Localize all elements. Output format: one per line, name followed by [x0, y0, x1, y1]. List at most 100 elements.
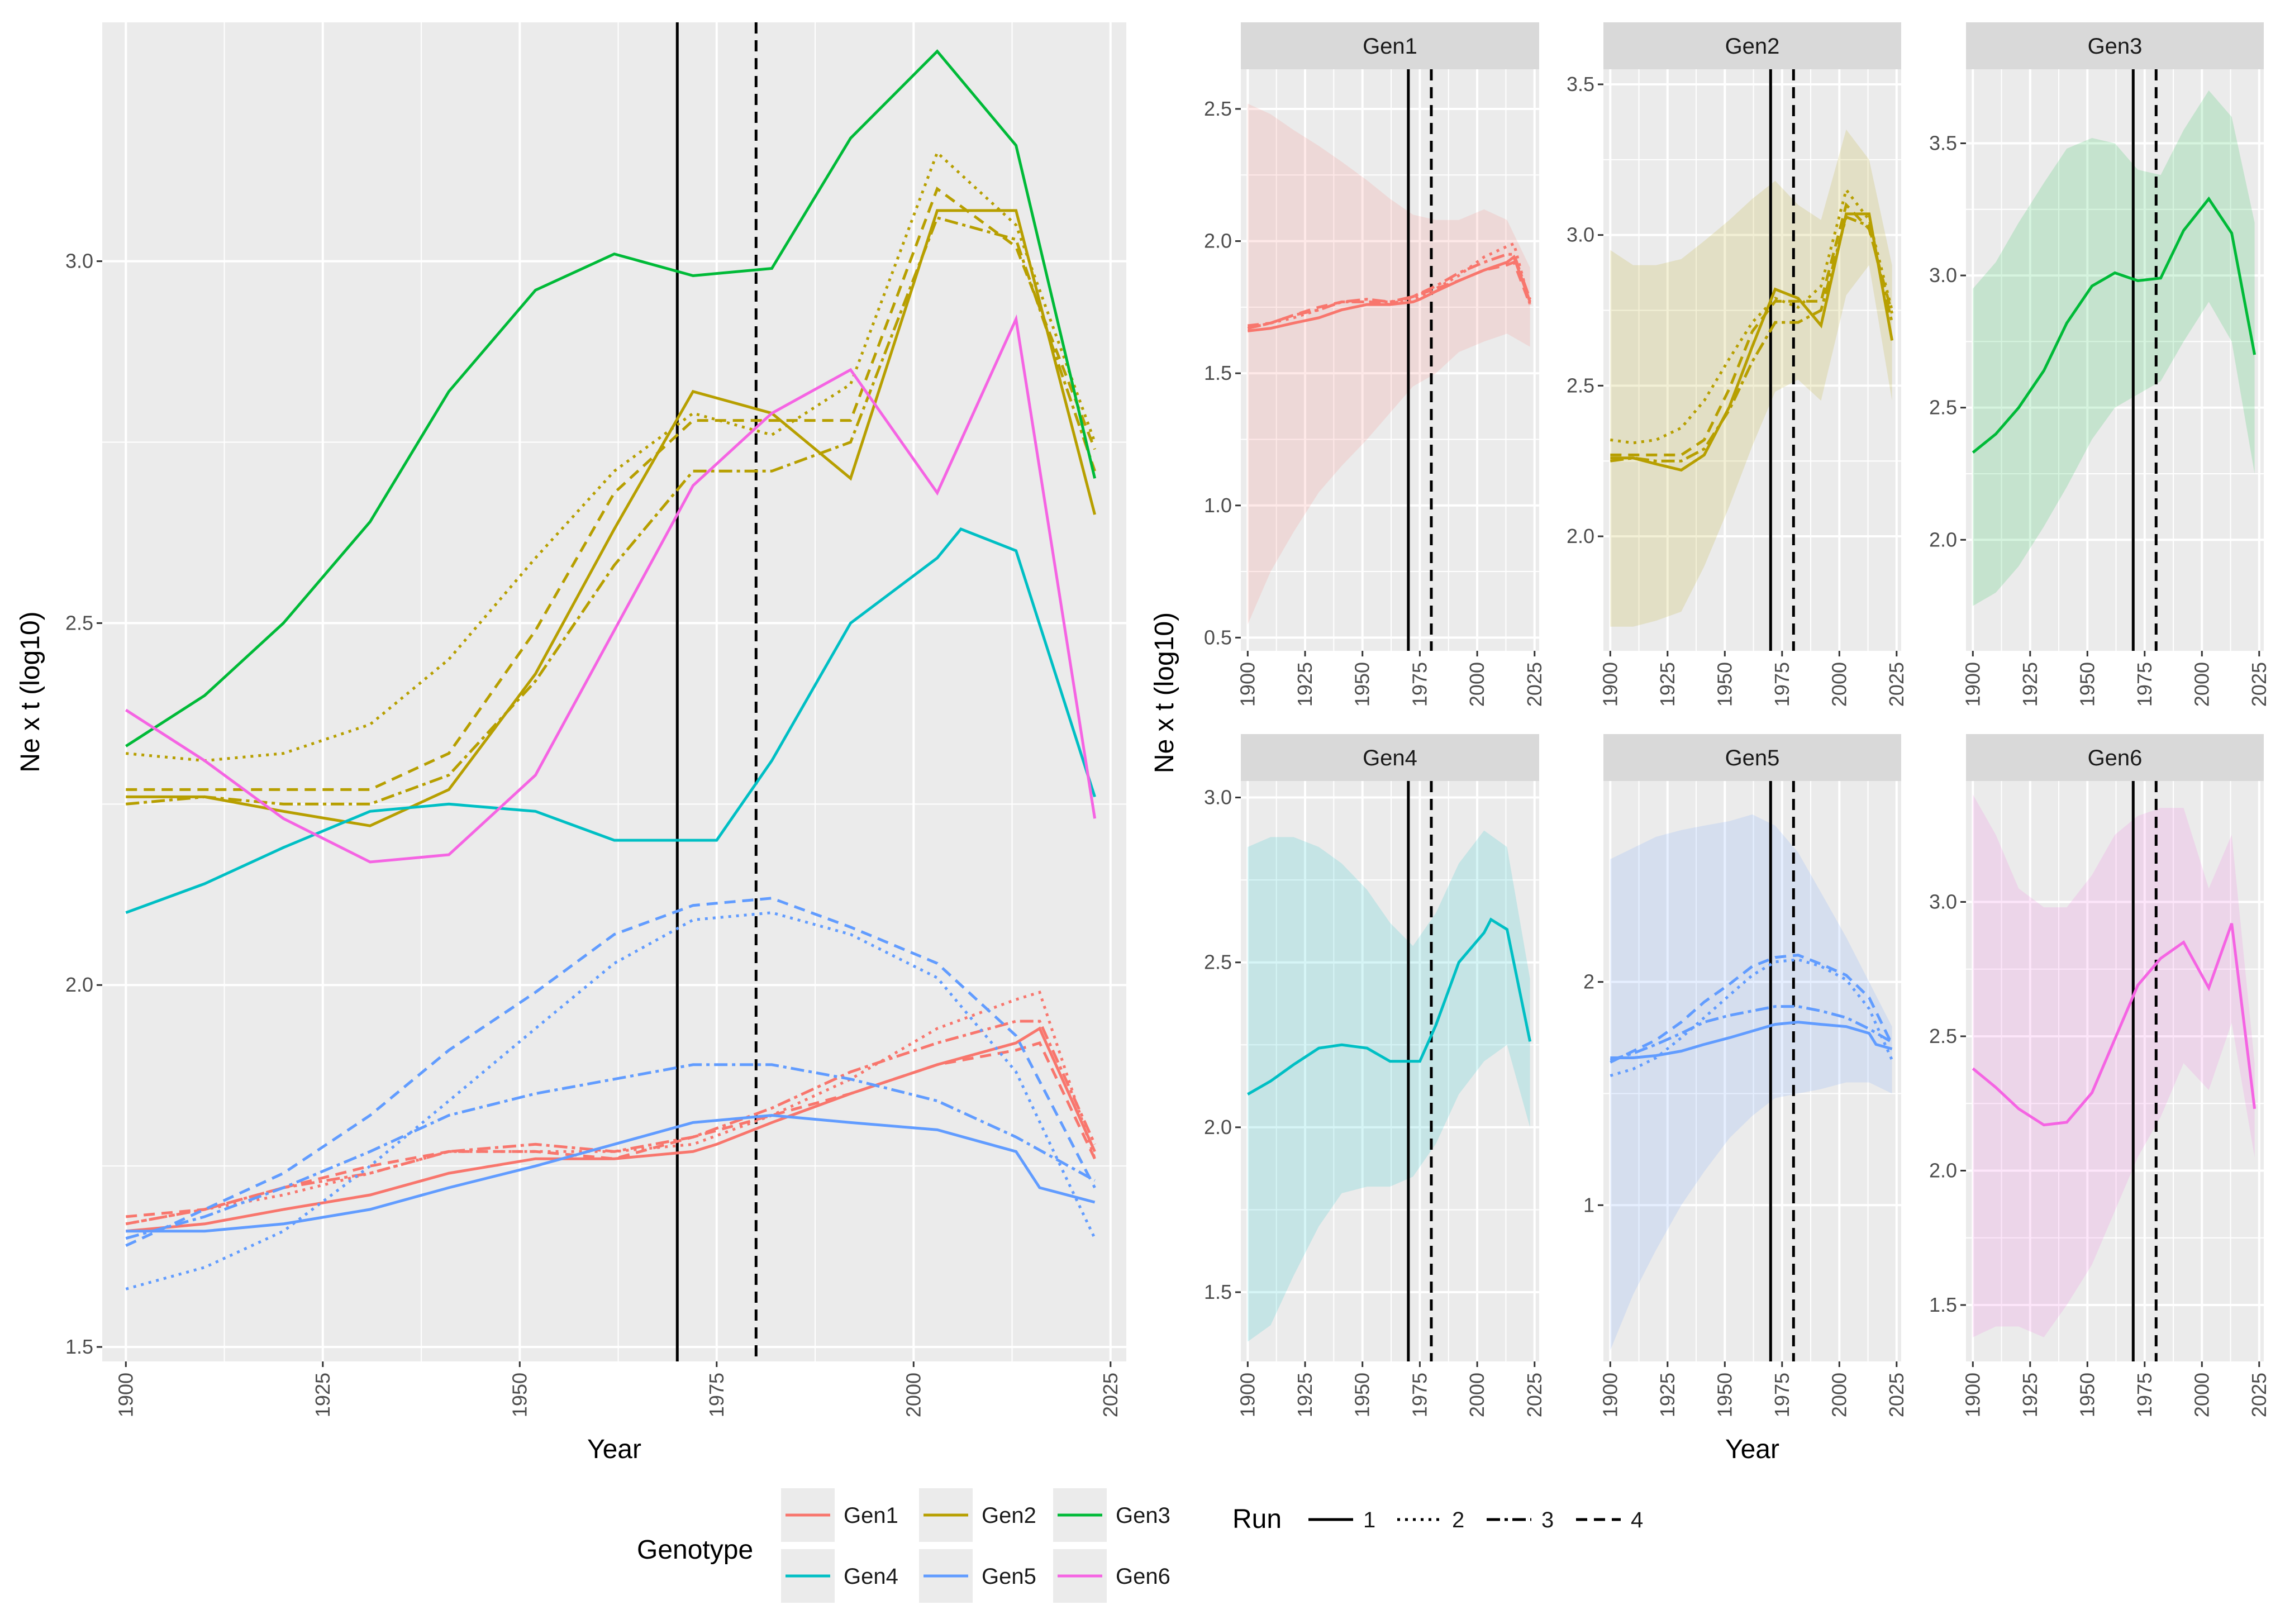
y-tick-label: 3.0: [1929, 890, 1957, 913]
legend-run-label-3: 3: [1541, 1508, 1554, 1532]
y-tick-label: 2.5: [65, 611, 93, 634]
facet-strip: [1241, 22, 1539, 69]
x-tick-label: 2025: [2248, 662, 2270, 707]
series-line-gen1-run2: [125, 990, 1096, 1226]
series-line-gen6-run1: [125, 314, 1097, 864]
facet-strip: [1603, 734, 1901, 781]
x-tick-label: 1900: [1598, 662, 1621, 707]
x-tick-label: 1925: [2019, 662, 2041, 707]
y-tick-label: 1.5: [1929, 1293, 1957, 1316]
y-tick-label: 2.0: [1929, 1159, 1957, 1182]
panel-background: [1603, 781, 1901, 1361]
y-tick-label: 1.0: [1204, 494, 1232, 517]
x-tick-label: 1975: [2133, 1373, 2156, 1417]
x-tick-label: 2000: [1465, 662, 1488, 707]
y-tick-label: 2.0: [1204, 1116, 1232, 1139]
x-tick-label: 2000: [902, 1373, 925, 1417]
confidence-ribbon: [1973, 90, 2255, 606]
y-tick-label: 1: [1583, 1193, 1594, 1216]
x-tick-label: 1950: [2075, 1373, 2098, 1417]
y-tick-label: 1.5: [1204, 361, 1232, 384]
series-line-gen3-run1: [1972, 196, 2257, 454]
x-tick-label: 2000: [1827, 1373, 1850, 1417]
x-tick-label: 1925: [1293, 1373, 1316, 1417]
confidence-ribbon: [1248, 830, 1530, 1342]
panel-main: 1900 1925 1950 1975 2000 2025 1.5 2.0 2.5 3.0: [65, 22, 1126, 1417]
facet-y-axis-title: Ne x t (log10): [1150, 612, 1179, 773]
panel-background: [1966, 69, 2264, 651]
x-tick-label: 1975: [1408, 1373, 1431, 1417]
y-tick-label: 3.5: [1567, 73, 1594, 96]
y-tick-label: 2.0: [1204, 230, 1232, 253]
legend-genotype-title: Genotype: [637, 1535, 753, 1565]
confidence-ribbon: [1610, 814, 1892, 1350]
facet-strip-label: Gen4: [1363, 746, 1417, 770]
facet-strip-label: Gen2: [1725, 34, 1780, 59]
facet-strip: [1966, 734, 2264, 781]
y-tick-label: 3.0: [1929, 264, 1957, 287]
series-line-gen4-run1: [125, 527, 1096, 915]
x-tick-label: 1975: [705, 1373, 728, 1417]
x-tick-label: 1950: [2075, 662, 2098, 707]
series-line-gen1-run1: [126, 1026, 1096, 1233]
facet-strip-label: Gen6: [2088, 746, 2143, 770]
y-tick-label: 0.5: [1204, 626, 1232, 649]
x-tick-label: 2025: [2248, 1373, 2270, 1417]
x-tick-label: 2025: [1523, 1373, 1546, 1417]
series-line-gen5-run4: [125, 897, 1096, 1247]
confidence-ribbon: [1610, 129, 1892, 627]
y-tick-label: 2.5: [1204, 951, 1232, 974]
x-tick-label: 2025: [1523, 662, 1546, 707]
y-tick-label: 2.5: [1204, 97, 1232, 120]
series-line-gen2-run3: [1610, 215, 1894, 463]
series-line-gen6-run1: [1972, 923, 2257, 1127]
series-line-gen2-run1: [1610, 212, 1894, 472]
x-tick-label: 1950: [1351, 662, 1374, 707]
facet-x-axis-title: Year: [1725, 1435, 1779, 1464]
series-line-gen5-run3: [125, 1063, 1096, 1240]
series-line-gen3-run1: [125, 49, 1097, 747]
x-tick-label: 1900: [1598, 1373, 1621, 1417]
y-tick-label: 2.5: [1929, 1025, 1957, 1047]
x-tick-label: 2025: [1099, 1373, 1122, 1417]
legend-label-gen2: Gen2: [982, 1503, 1036, 1528]
panel-facet-gen4: 1900 1925 1950 1975 2000 2025 1.5 2.0 2.5 3.0: [1204, 781, 1546, 1417]
x-tick-label: 2000: [1465, 1373, 1488, 1417]
confidence-ribbon: [1248, 103, 1530, 625]
x-tick-label: 1925: [1293, 662, 1316, 707]
x-tick-label: 1950: [508, 1373, 531, 1417]
series-line-gen1-run3: [125, 1020, 1096, 1226]
y-tick-label: 3.0: [1204, 786, 1232, 809]
panel-background: [1966, 781, 2264, 1361]
series-line-gen4-run1: [1247, 917, 1532, 1096]
legend-run-label-4: 4: [1631, 1508, 1643, 1532]
x-tick-label: 1975: [1408, 662, 1431, 707]
panel-background: [102, 22, 1126, 1361]
y-tick-label: 2.0: [1929, 528, 1957, 551]
x-tick-label: 1900: [114, 1373, 137, 1417]
legend-label-gen3: Gen3: [1116, 1503, 1170, 1528]
series-line-gen1-run1: [1248, 254, 1531, 332]
y-tick-label: 2: [1583, 970, 1594, 993]
x-tick-label: 1900: [1961, 1373, 1984, 1417]
legend-run-label-1: 1: [1363, 1508, 1375, 1532]
series-line-gen1-run4: [126, 1041, 1096, 1218]
legend-label-gen4: Gen4: [844, 1564, 898, 1589]
facet-strip: [1603, 22, 1901, 69]
x-tick-label: 1925: [2019, 1373, 2041, 1417]
confidence-ribbon: [1973, 794, 2255, 1337]
y-tick-label: 2.5: [1567, 374, 1594, 397]
facet-strip-label: Gen1: [1363, 34, 1417, 59]
series-line-gen2-run3: [126, 216, 1096, 806]
x-tick-label: 1950: [1713, 1373, 1736, 1417]
series-line-gen2-run4: [1610, 202, 1894, 456]
series-line-gen2-run2: [126, 150, 1096, 763]
facet-strip: [1241, 734, 1539, 781]
y-tick-label: 2.5: [1929, 396, 1957, 419]
x-tick-label: 1950: [1713, 662, 1736, 707]
series-line-gen5-run2: [1610, 958, 1893, 1077]
panel-facet-gen1: 1900 1925 1950 1975 2000 2025 0.5 1.0 1.5 2.0 2.5: [1204, 69, 1546, 707]
legend-label-gen6: Gen6: [1116, 1564, 1170, 1589]
y-tick-label: 1.5: [1204, 1280, 1232, 1303]
legend-run-label-2: 2: [1452, 1508, 1464, 1532]
